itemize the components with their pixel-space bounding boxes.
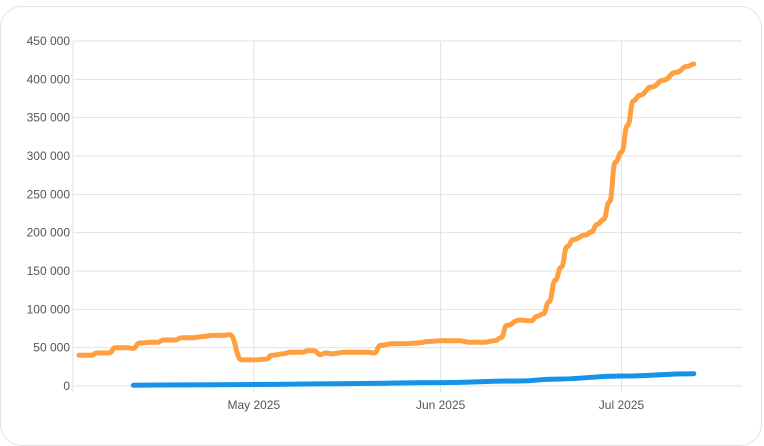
y-tick-label: 0 xyxy=(63,379,70,393)
y-axis-labels: 0 50 000 100 000 150 000 200 000 250 000 300 0… xyxy=(27,34,71,393)
y-tick-label: 100 000 xyxy=(27,302,71,316)
y-tick-label: 200 000 xyxy=(27,226,71,240)
x-tick-label: Jul 2025 xyxy=(599,398,645,412)
y-tick-label: 300 000 xyxy=(27,149,71,163)
x-tick-label: May 2025 xyxy=(227,398,280,412)
y-tick-label: 450 000 xyxy=(27,34,71,48)
y-tick-label: 350 000 xyxy=(27,111,71,125)
series-line-1 xyxy=(76,61,697,363)
y-tick-label: 50 000 xyxy=(33,341,70,355)
y-tick-label: 250 000 xyxy=(27,187,71,201)
grid xyxy=(72,40,742,392)
line-chart: 0 50 000 100 000 150 000 200 000 250 000 300 0… xyxy=(27,34,742,412)
x-axis-labels: May 2025 Jun 2025 Jul 2025 xyxy=(227,398,644,412)
x-tick-label: Jun 2025 xyxy=(416,398,466,412)
series-layer xyxy=(76,61,697,388)
series-line-2 xyxy=(130,371,697,388)
y-tick-label: 150 000 xyxy=(27,264,71,278)
y-tick-label: 400 000 xyxy=(27,72,71,86)
